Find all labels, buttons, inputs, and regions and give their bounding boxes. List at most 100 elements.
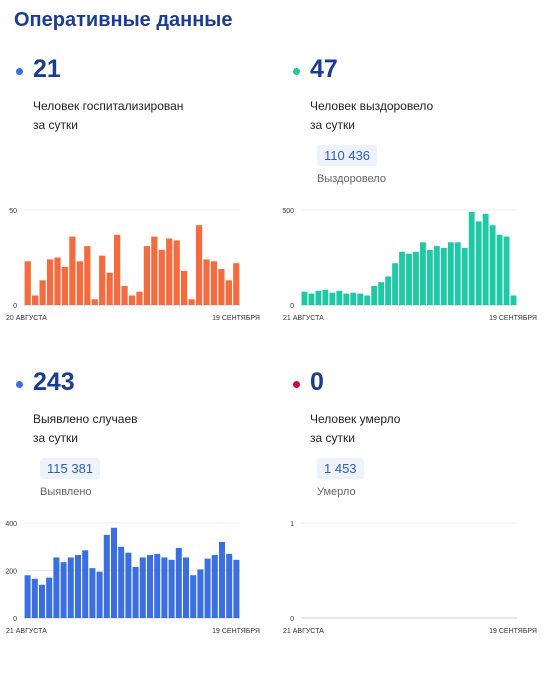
bar-chart: 0 500 21 АВГУСТА 19 СЕНТЯБРЯ (277, 202, 539, 342)
bar (350, 292, 357, 305)
bar (336, 290, 343, 305)
bar (125, 552, 132, 618)
bar (161, 557, 168, 618)
bar (143, 246, 151, 305)
bar (168, 559, 175, 618)
stat-description-line1: Выявлено случаев (33, 412, 138, 426)
stat-description: Человек выздоровело за сутки (310, 97, 510, 135)
bar (433, 246, 440, 305)
stat-description: Человек госпитализирован за сутки (33, 97, 233, 135)
bar (76, 261, 83, 305)
stat-description-line1: Человек госпитализирован (33, 99, 184, 113)
stat-description-line2: за сутки (33, 431, 78, 445)
total-badge: 110 436 (317, 145, 378, 166)
stat-number: 21 (33, 55, 61, 83)
bullet-dot (16, 381, 23, 388)
bar (46, 577, 53, 618)
stat-description-line2: за сутки (33, 118, 78, 132)
total-badge-label: Выздоровело (317, 173, 386, 185)
bar (121, 286, 128, 305)
bar-chart: 0 50 20 АВГУСТА 19 СЕНТЯБРЯ (0, 202, 262, 342)
bar (406, 253, 412, 305)
bar (118, 546, 125, 618)
bar (197, 569, 204, 618)
x-tick-label-start: 21 АВГУСТА (283, 315, 324, 322)
stat-number: 243 (33, 368, 75, 396)
bar (139, 557, 146, 618)
bar (357, 293, 364, 305)
bar (128, 295, 136, 305)
total-badge: 1 453 (317, 458, 364, 479)
bar (315, 290, 322, 305)
y-tick-label: 200 (5, 569, 17, 576)
bar (175, 547, 182, 618)
bar (329, 292, 336, 305)
bar (322, 289, 329, 305)
bar (91, 299, 98, 305)
x-tick-label-start: 20 АВГУСТА (6, 315, 47, 322)
total-badge-label: Выявлено (40, 486, 92, 498)
stat-panel-cases: 243 Выявлено случаев за сутки 115 381 Вы… (0, 368, 262, 678)
y-tick-label: 0 (13, 616, 17, 623)
bar (482, 213, 489, 305)
bar (166, 238, 173, 305)
bar (210, 261, 218, 305)
bar (378, 282, 385, 305)
bar (173, 240, 180, 305)
bar (54, 257, 61, 305)
x-tick-label-start: 21 АВГУСТА (283, 628, 324, 635)
y-tick-label: 500 (282, 208, 294, 215)
y-tick-label: 0 (13, 303, 17, 310)
bar (343, 293, 350, 305)
bar (233, 263, 240, 305)
bar (308, 293, 315, 305)
bar (32, 295, 39, 305)
bar (461, 248, 468, 305)
bar (39, 280, 46, 305)
bar (69, 236, 76, 305)
x-tick-label-end: 19 СЕНТЯБРЯ (489, 315, 537, 322)
bar (218, 268, 225, 305)
bar (399, 251, 405, 305)
total-badge: 115 381 (40, 458, 101, 479)
bar (82, 550, 89, 618)
bar (364, 295, 371, 305)
chart-svg: 0 1 21 АВГУСТА 19 СЕНТЯБРЯ (283, 521, 537, 635)
bar (468, 211, 475, 305)
bar (371, 286, 378, 305)
bullet-dot (293, 68, 300, 75)
stat-description-line1: Человек умерло (310, 412, 401, 426)
bar (226, 553, 233, 618)
bar (154, 553, 161, 618)
stat-panel-deaths: 0 Человек умерло за сутки 1 453 Умерло 0… (277, 368, 539, 678)
bar (46, 259, 54, 305)
stat-description-line2: за сутки (310, 118, 355, 132)
stat-panel-hospitalized: 21 Человек госпитализирован за сутки 0 50… (0, 55, 262, 365)
chart-svg: 0 500 21 АВГУСТА 19 СЕНТЯБРЯ (282, 208, 537, 322)
bar (146, 555, 154, 618)
bar (61, 267, 69, 305)
page-title: Оперативные данные (14, 9, 233, 31)
bar-chart: 0 1 21 АВГУСТА 19 СЕНТЯБРЯ (277, 515, 539, 655)
bar (211, 555, 218, 618)
bar (190, 575, 197, 618)
bar (385, 276, 392, 305)
stat-number: 0 (310, 368, 324, 396)
bar (136, 291, 143, 305)
bar (103, 534, 110, 618)
bar (151, 236, 158, 305)
bar (132, 566, 139, 618)
stat-description-line1: Человек выздоровело (310, 99, 434, 113)
bar (195, 225, 203, 305)
x-tick-label-end: 19 СЕНТЯБРЯ (489, 628, 537, 635)
y-tick-label: 50 (9, 208, 17, 215)
chart-svg: 0 50 20 АВГУСТА 19 СЕНТЯБРЯ (6, 208, 260, 322)
bar (218, 542, 226, 618)
bar (510, 295, 517, 305)
bar (204, 558, 211, 618)
bar (413, 251, 419, 305)
bar (84, 246, 91, 305)
stat-panel-recovered: 47 Человек выздоровело за сутки 110 436 … (277, 55, 539, 365)
bar (181, 270, 188, 305)
bar-chart: 0 200 400 21 АВГУСТА 19 СЕНТЯБРЯ (0, 515, 262, 655)
